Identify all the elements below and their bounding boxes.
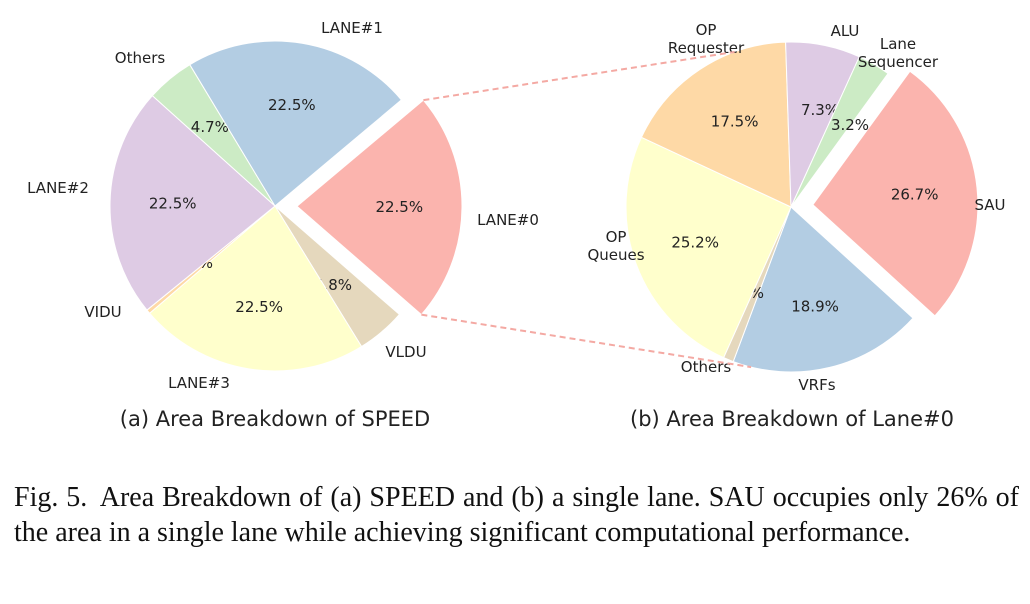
figure-number: Fig. 5.	[14, 482, 88, 513]
figure-caption: Fig. 5. Area Breakdown of (a) SPEED and …	[14, 480, 1019, 550]
category-label-lane-0: LANE#0	[477, 211, 539, 229]
pie-slice-lane-0	[296, 99, 463, 316]
pie-slice-sau	[812, 70, 979, 317]
category-label-op-requester: OP Requester	[668, 21, 745, 57]
pct-label-sau: 26.7%	[891, 185, 939, 203]
category-label-vidu: VIDU	[84, 303, 121, 321]
pie-slice-lane-1	[189, 40, 403, 207]
category-label-lane-2: LANE#2	[27, 179, 89, 197]
pie-chart-lane0: 26.7%SAU18.9%VRFs1.0%Others25.2%OPQueues…	[587, 21, 1005, 394]
category-label-vldu: VLDU	[385, 343, 426, 361]
pie-slice-op-queues	[625, 136, 792, 359]
pct-label-others: 4.7%	[191, 118, 229, 136]
subcaption-a: (a) Area Breakdown of SPEED	[120, 407, 430, 431]
category-label-lane-1: LANE#1	[321, 19, 383, 37]
connector-line-top	[423, 50, 735, 102]
category-label-vrfs: VRFs	[798, 376, 835, 394]
pct-label-op-queues: 25.2%	[671, 234, 719, 252]
pie-slice-lane-2	[109, 94, 276, 311]
figure-canvas: 22.5%LANE#04.8%VLDU22.5%LANE#30.4%VIDU22…	[27, 19, 1005, 431]
pie-slice-vrfs	[732, 206, 914, 373]
category-label-others: Others	[115, 49, 166, 67]
zoom-connector-lines	[421, 50, 752, 369]
pct-label-vrfs: 18.9%	[791, 297, 839, 315]
category-label-alu: ALU	[831, 22, 860, 40]
pct-label-lane-1: 22.5%	[268, 96, 316, 114]
category-label-others: Others	[681, 358, 732, 376]
subcaption-b: (b) Area Breakdown of Lane#0	[630, 407, 954, 431]
figure-caption-text: Area Breakdown of (a) SPEED and (b) a si…	[14, 482, 1019, 548]
pie-slice-lane-3	[148, 205, 363, 372]
pie-slice-lane-sequencer	[790, 56, 889, 208]
pct-label-lane-3: 22.5%	[235, 298, 283, 316]
category-label-sau: SAU	[974, 196, 1005, 214]
pct-label-lane-2: 22.5%	[149, 194, 197, 212]
pct-label-op-requester: 17.5%	[711, 113, 759, 131]
category-label-op-queues: OP Queues	[587, 228, 644, 264]
category-label-lane-sequencer: Lane Sequencer	[858, 35, 939, 71]
pct-label-lane-sequencer: 3.2%	[831, 116, 869, 134]
connector-line-bottom	[421, 313, 752, 369]
pie-chart-speed: 22.5%LANE#04.8%VLDU22.5%LANE#30.4%VIDU22…	[27, 19, 539, 392]
category-label-lane-3: LANE#3	[168, 374, 230, 392]
pct-label-alu: 7.3%	[801, 101, 839, 119]
pie-slice-op-requester	[640, 41, 792, 208]
pct-label-lane-0: 22.5%	[375, 198, 423, 216]
